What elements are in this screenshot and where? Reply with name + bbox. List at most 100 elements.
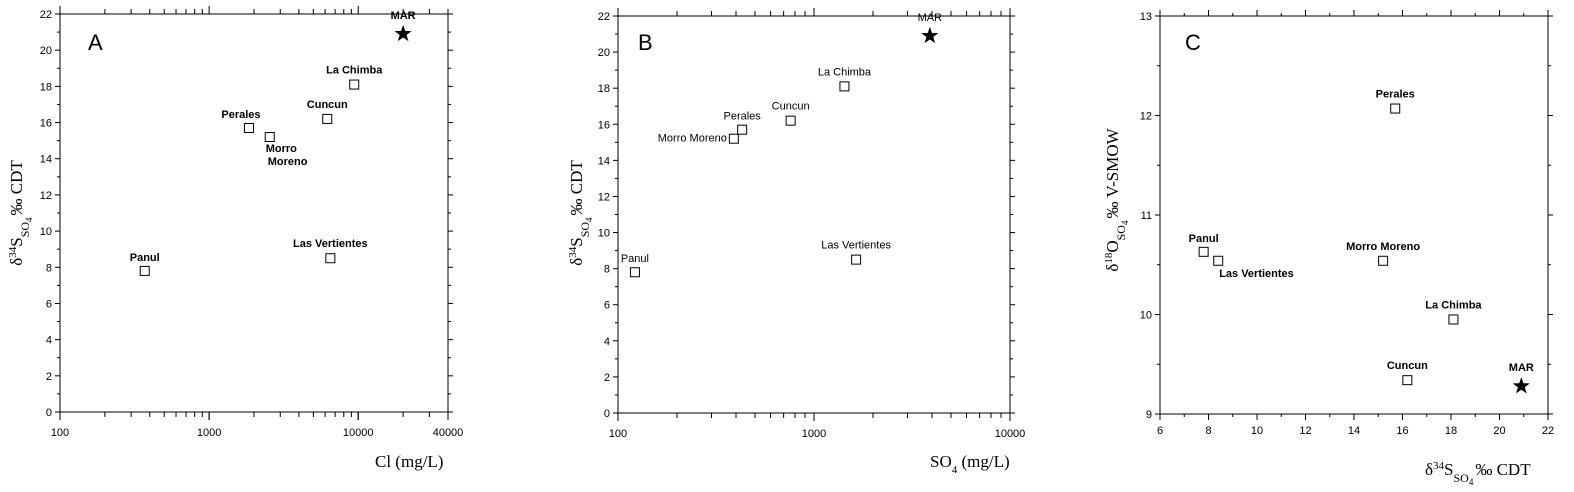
x-title-so: SO bbox=[930, 452, 952, 471]
panel-a-label-perales: Perales bbox=[221, 109, 260, 121]
panel-b-y-tick-label: 10 bbox=[598, 228, 610, 240]
panel-c-point-cuncun bbox=[1402, 375, 1413, 386]
panel-c-x-tick-label: 18 bbox=[1445, 425, 1457, 437]
y-title-sup: 18 bbox=[1103, 252, 1115, 264]
panel-b-point-cuncun bbox=[785, 115, 796, 126]
y-title-sub4: 4 bbox=[24, 217, 34, 222]
panel-c-x-tick-label: 16 bbox=[1396, 425, 1408, 437]
panel-c-ticks: 9 10 11 12 13 6 8 10 12 14 16 18 20 22 bbox=[1140, 10, 1554, 437]
panel-a-y-tick-label: 16 bbox=[40, 118, 52, 130]
panel-c-point-perales bbox=[1390, 103, 1401, 114]
svg-text:δ34SSO4‰ CDT: δ34SSO4‰ CDT bbox=[567, 160, 594, 266]
panel-b-y-tick-label: 0 bbox=[604, 408, 610, 420]
y-title-sup: 34 bbox=[7, 246, 19, 258]
panel-a-label-la-chimba: La Chimba bbox=[326, 65, 383, 77]
panel-c-x-axis-title: δ34SSO4‰ CDT bbox=[1425, 460, 1531, 487]
x-title-delta: δ bbox=[1425, 460, 1433, 479]
panel-b-point-panul bbox=[629, 267, 640, 278]
panel-c-point-mar-star bbox=[1512, 377, 1530, 394]
x-title-sub4: 4 bbox=[1469, 477, 1474, 487]
panel-c-letter: C bbox=[1185, 30, 1201, 55]
panel-b-point-perales bbox=[737, 124, 748, 135]
panel-c: 9 10 11 12 13 6 8 10 12 14 16 18 20 22 Panul Las Verti… bbox=[1103, 10, 1554, 487]
panel-c-x-tick-label: 6 bbox=[1157, 425, 1163, 437]
panel-b-x-tick-label: 100 bbox=[609, 428, 627, 440]
y-title-element: S bbox=[567, 237, 586, 246]
panel-a-frame bbox=[59, 13, 449, 413]
panel-b-label-mar: MAR bbox=[918, 12, 943, 24]
panel-b-y-tick-label: 18 bbox=[598, 83, 610, 95]
panel-a-x-tick-label: 10000 bbox=[343, 427, 374, 439]
panel-b-y-tick-label: 6 bbox=[604, 300, 610, 312]
panel-a-label-mar: MAR bbox=[391, 10, 416, 22]
x-title-element: S bbox=[1444, 460, 1453, 479]
panel-a-point-morro-moreno bbox=[264, 132, 275, 143]
panel-a-y-tick-label: 0 bbox=[46, 407, 52, 419]
panel-c-x-tick-label: 12 bbox=[1299, 425, 1311, 437]
panel-c-y-tick-label: 12 bbox=[1140, 111, 1152, 123]
panel-b-y-tick-label: 20 bbox=[598, 47, 610, 59]
panel-a-point-perales bbox=[243, 122, 254, 133]
svg-text:δ18OSO4‰ V-SMOW: δ18OSO4 ‰ V-SMOW bbox=[1103, 127, 1130, 271]
panel-b-label-las-vertientes: Las Vertientes bbox=[821, 240, 891, 252]
y-title-delta: δ bbox=[1103, 264, 1122, 272]
y-title-unit: ‰ CDT bbox=[567, 160, 586, 216]
panel-b-y-axis-title: δ34SSO4‰ CDT bbox=[567, 160, 594, 266]
panel-b-label-panul: Panul bbox=[621, 253, 649, 265]
panel-a-y-tick-label: 4 bbox=[46, 335, 52, 347]
panel-a-x-tick-label: 40000 bbox=[433, 427, 464, 439]
panel-b-label-perales: Perales bbox=[724, 111, 762, 123]
panel-c-point-la-chimba bbox=[1448, 314, 1459, 325]
panel-c-y-tick-label: 9 bbox=[1146, 409, 1152, 421]
x-title-sub: SO bbox=[1453, 471, 1469, 485]
panel-c-label-mar: MAR bbox=[1509, 362, 1534, 374]
panel-b-y-tick-label: 22 bbox=[598, 11, 610, 23]
y-title-element: S bbox=[7, 237, 26, 246]
panel-c-label-morro-moreno: Morro Moreno bbox=[1346, 241, 1420, 253]
panel-b-x-axis-title: SO4 (mg/L) bbox=[930, 452, 1010, 476]
panel-b-label-la-chimba: La Chimba bbox=[818, 66, 872, 78]
panel-a-y-tick-label: 12 bbox=[40, 190, 52, 202]
panel-b-y-tick-label: 16 bbox=[598, 119, 610, 131]
panel-c-label-cuncun: Cuncun bbox=[1387, 360, 1428, 372]
y-title-sub: SO bbox=[1114, 225, 1128, 241]
panel-b-x-tick-label: 1000 bbox=[802, 428, 826, 440]
panel-b-point-mar-star bbox=[921, 26, 939, 44]
panel-a-y-tick-label: 14 bbox=[40, 154, 52, 166]
y-title-sup: 34 bbox=[567, 246, 579, 258]
panel-b-label-cuncun: Cuncun bbox=[772, 101, 810, 113]
x-title-sup: 34 bbox=[1433, 460, 1445, 472]
panel-c-y-axis-title: δ18OSO4 ‰ V-SMOW bbox=[1103, 127, 1130, 271]
panel-b-x-tick-label: 10000 bbox=[995, 428, 1026, 440]
panel-c-x-tick-label: 22 bbox=[1542, 425, 1554, 437]
panel-c-label-las-vertientes: Las Vertientes bbox=[1219, 268, 1294, 280]
panel-b-point-la-chimba bbox=[839, 81, 850, 92]
panel-b: 0 2 4 6 8 10 12 14 16 18 20 22 100 1000 10000 Panul Mor… bbox=[567, 8, 1025, 476]
panel-b-marks: Panul Morro Moreno Perales Cuncun La Chimba L… bbox=[621, 12, 943, 278]
panel-a-point-las-vertientes bbox=[325, 253, 336, 264]
panel-b-y-tick-label: 14 bbox=[598, 155, 610, 167]
panel-c-frame bbox=[1159, 15, 1549, 415]
panel-b-label-morro-moreno: Morro Moreno bbox=[658, 133, 727, 145]
panel-a-y-tick-label: 10 bbox=[40, 226, 52, 238]
panel-c-label-la-chimba: La Chimba bbox=[1425, 299, 1482, 311]
panel-a-label-las-vertientes: Las Vertientes bbox=[293, 238, 368, 250]
panel-b-y-tick-label: 2 bbox=[604, 372, 610, 384]
panel-c-y-tick-label: 10 bbox=[1140, 310, 1152, 322]
panel-a-y-tick-label: 22 bbox=[40, 9, 52, 21]
panel-b-ticks: 0 2 4 6 8 10 12 14 16 18 20 22 100 1000 10000 bbox=[598, 8, 1026, 440]
y-title-sub4: 4 bbox=[1120, 220, 1130, 225]
panel-a-point-cuncun bbox=[322, 113, 333, 124]
panel-a-x-tick-label: 1000 bbox=[197, 427, 221, 439]
x-title-unit: ‰ CDT bbox=[1475, 460, 1531, 479]
panel-a-point-panul bbox=[139, 265, 150, 276]
panel-a-x-tick-label: 100 bbox=[51, 427, 69, 439]
y-title-unit: ‰ CDT bbox=[7, 160, 26, 216]
panel-a-ticks: 0 2 4 6 8 10 12 14 16 18 20 22 100 1000 10000 40000 bbox=[40, 6, 464, 439]
panel-b-point-las-vertientes bbox=[851, 254, 862, 265]
panel-c-point-las-vertientes bbox=[1213, 255, 1224, 266]
y-title-sub4: 4 bbox=[584, 217, 594, 222]
svg-text:δ34SSO4‰ CDT: δ34SSO4‰ CDT bbox=[7, 160, 34, 266]
